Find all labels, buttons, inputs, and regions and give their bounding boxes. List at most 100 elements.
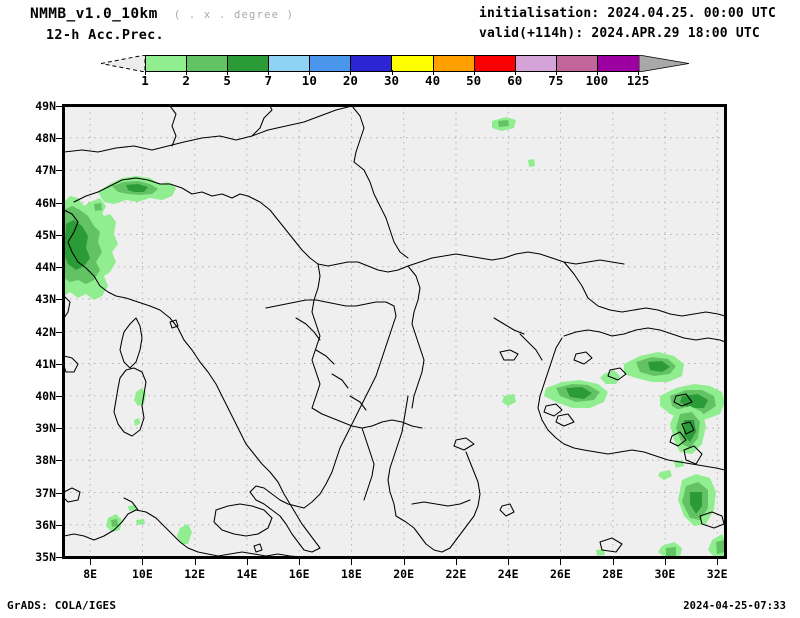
field-name: 12-h Acc.Prec. bbox=[46, 27, 164, 43]
colorbar-tick bbox=[432, 70, 434, 75]
colorbar-tick-label: 125 bbox=[626, 73, 650, 88]
y-axis-tick bbox=[56, 267, 62, 269]
y-axis-label: 37N bbox=[35, 485, 56, 500]
x-axis-tick bbox=[246, 559, 248, 565]
y-axis-label: 36N bbox=[35, 517, 56, 532]
y-axis-tick bbox=[56, 524, 62, 526]
x-axis-tick bbox=[194, 559, 196, 565]
y-axis-label: 46N bbox=[35, 195, 56, 210]
colorbar-tick bbox=[555, 70, 557, 75]
graticule bbox=[64, 106, 725, 557]
colorbar-cell bbox=[351, 56, 393, 71]
y-axis-label: 43N bbox=[35, 292, 56, 307]
x-axis-label: 28E bbox=[602, 567, 624, 581]
y-axis-tick bbox=[56, 363, 62, 365]
colorbar-tick bbox=[638, 70, 639, 75]
precipitation-field bbox=[64, 117, 725, 557]
y-axis-tick bbox=[56, 234, 62, 236]
x-axis-label: 18E bbox=[341, 567, 362, 581]
x-axis-label: 10E bbox=[131, 567, 153, 581]
colorbar-under-arrow bbox=[101, 55, 145, 72]
colorbar-tick-label: 100 bbox=[585, 73, 609, 88]
initialisation-time: initialisation: 2024.04.25. 00:00 UTC bbox=[479, 6, 776, 21]
x-axis-tick bbox=[403, 559, 405, 565]
precip-blob-bulgaria bbox=[492, 117, 535, 167]
valid-time: valid(+114h): 2024.APR.29 18:00 UTC bbox=[479, 26, 760, 41]
colorbar-tick bbox=[268, 70, 270, 75]
colorbar-cell bbox=[556, 56, 598, 71]
colorbar-tick-label: 75 bbox=[548, 73, 564, 88]
y-axis-label: 45N bbox=[35, 227, 56, 242]
y-axis-tick bbox=[56, 106, 62, 107]
y-axis-tick bbox=[56, 299, 62, 301]
y-axis-label: 38N bbox=[35, 453, 56, 468]
x-axis-label: 26E bbox=[550, 567, 571, 581]
y-axis-tick bbox=[56, 202, 62, 204]
colorbar-cell bbox=[228, 56, 270, 71]
colorbar-tick bbox=[145, 70, 146, 75]
x-axis-tick bbox=[351, 559, 353, 565]
y-axis-tick bbox=[56, 170, 62, 172]
x-axis-tick bbox=[664, 559, 666, 565]
y-axis-tick bbox=[56, 138, 62, 140]
colorbar-over-arrow bbox=[639, 55, 689, 72]
x-axis-label: 16E bbox=[288, 567, 310, 581]
x-axis-tick bbox=[455, 559, 457, 565]
y-axis-tick bbox=[56, 428, 62, 430]
y-axis-label: 49N bbox=[35, 99, 56, 113]
colorbar-tick-label: 7 bbox=[264, 73, 273, 88]
x-axis-label: 24E bbox=[497, 567, 519, 581]
colorbar-tick-label: 2 bbox=[182, 73, 190, 88]
model-name: NMMB_v1.0_10km bbox=[30, 6, 158, 22]
colorbar-tick bbox=[309, 70, 311, 75]
header-left: NMMB_v1.0_10km ( . x . degree ) 12-h Acc… bbox=[30, 6, 450, 43]
colorbar-tick bbox=[350, 70, 352, 75]
x-axis-tick bbox=[717, 559, 719, 565]
colorbar-cell bbox=[597, 56, 639, 71]
map-plot-area[interactable] bbox=[62, 104, 727, 559]
x-axis-label: 8E bbox=[83, 567, 98, 581]
colorbar-tick bbox=[227, 70, 229, 75]
generation-timestamp: 2024-04-25-07:33 bbox=[683, 600, 786, 612]
colorbar-cell bbox=[187, 56, 229, 71]
map-inner-border bbox=[64, 106, 725, 557]
y-axis-tick bbox=[56, 395, 62, 397]
y-axis-tick bbox=[56, 331, 62, 333]
x-axis-tick bbox=[560, 559, 562, 565]
precip-blob-se-corner bbox=[596, 534, 725, 557]
y-axis-label: 40N bbox=[35, 388, 56, 403]
x-axis-label: 30E bbox=[654, 567, 676, 581]
colorbar-gradient bbox=[145, 55, 640, 72]
y-axis-label: 48N bbox=[35, 131, 56, 146]
y-axis-tick bbox=[56, 557, 62, 558]
model-title-row: NMMB_v1.0_10km ( . x . degree ) bbox=[30, 6, 450, 22]
x-axis-label: 22E bbox=[445, 567, 467, 581]
colorbar-tick bbox=[473, 70, 475, 75]
colorbar-cell bbox=[433, 56, 475, 71]
colorbar-tick-label: 1 bbox=[141, 73, 149, 88]
y-axis-label: 47N bbox=[35, 163, 56, 178]
x-axis-label: 14E bbox=[236, 567, 258, 581]
colorbar-cell bbox=[146, 56, 188, 71]
grads-credit: GrADS: COLA/IGES bbox=[7, 599, 117, 612]
colorbar-tick-label: 5 bbox=[223, 73, 231, 88]
colorbar-cell bbox=[310, 56, 352, 71]
colorbar-cell bbox=[474, 56, 516, 71]
colorbar-tick bbox=[391, 70, 393, 75]
y-axis-label: 41N bbox=[35, 356, 56, 371]
x-axis-tick bbox=[90, 559, 92, 565]
x-axis-tick bbox=[612, 559, 614, 565]
colorbar-tick bbox=[186, 70, 188, 75]
coastlines-and-borders bbox=[64, 106, 725, 557]
precip-blob-sw-turkey bbox=[658, 460, 716, 526]
header-right: initialisation: 2024.04.25. 00:00 UTC va… bbox=[479, 6, 776, 41]
colorbar-cell bbox=[269, 56, 311, 71]
x-axis-label: 20E bbox=[393, 567, 415, 581]
y-axis-label: 39N bbox=[35, 421, 56, 436]
colorbar-tick-label: 10 bbox=[301, 73, 317, 88]
colorbar-tick bbox=[514, 70, 516, 75]
colorbar-tick-label: 30 bbox=[383, 73, 400, 88]
x-axis-tick bbox=[508, 559, 510, 565]
colorbar-tick bbox=[596, 70, 598, 75]
